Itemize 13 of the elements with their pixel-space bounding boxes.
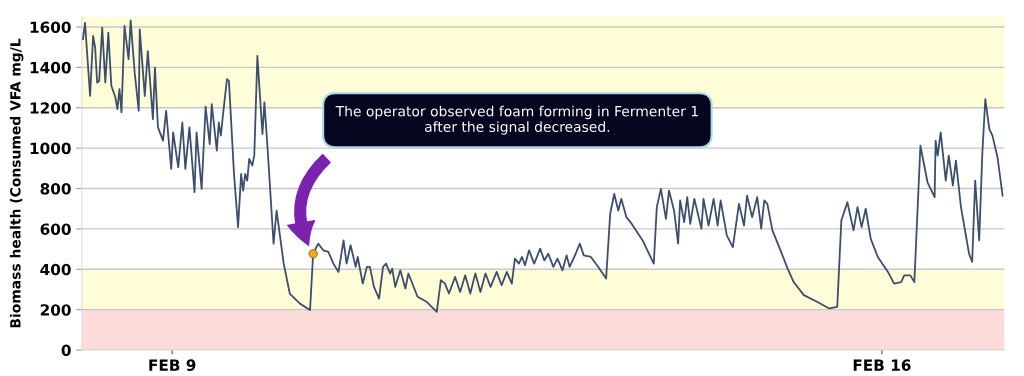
y-tick-label: 0 [61,344,71,357]
y-tick-label: 1600 [30,21,71,34]
x-tick-label: FEB 16 [853,359,911,371]
y-tick-label: 800 [40,183,71,195]
y-tick-label: 1000 [30,142,71,155]
y-tick-label: 1400 [30,61,71,74]
annotation: The operator observed foam forming in Fermenter 1 after the signal decreased. [335,105,698,135]
y-tick-label: 600 [40,223,71,235]
x-tick-label: FEB 9 [149,359,196,371]
y-tick-label: 400 [40,263,71,276]
y-tick-label: 200 [40,304,71,316]
y-tick-label: 1200 [30,102,71,114]
y-axis-title: Biomass health (Consumed VFA mg/L [9,38,24,328]
